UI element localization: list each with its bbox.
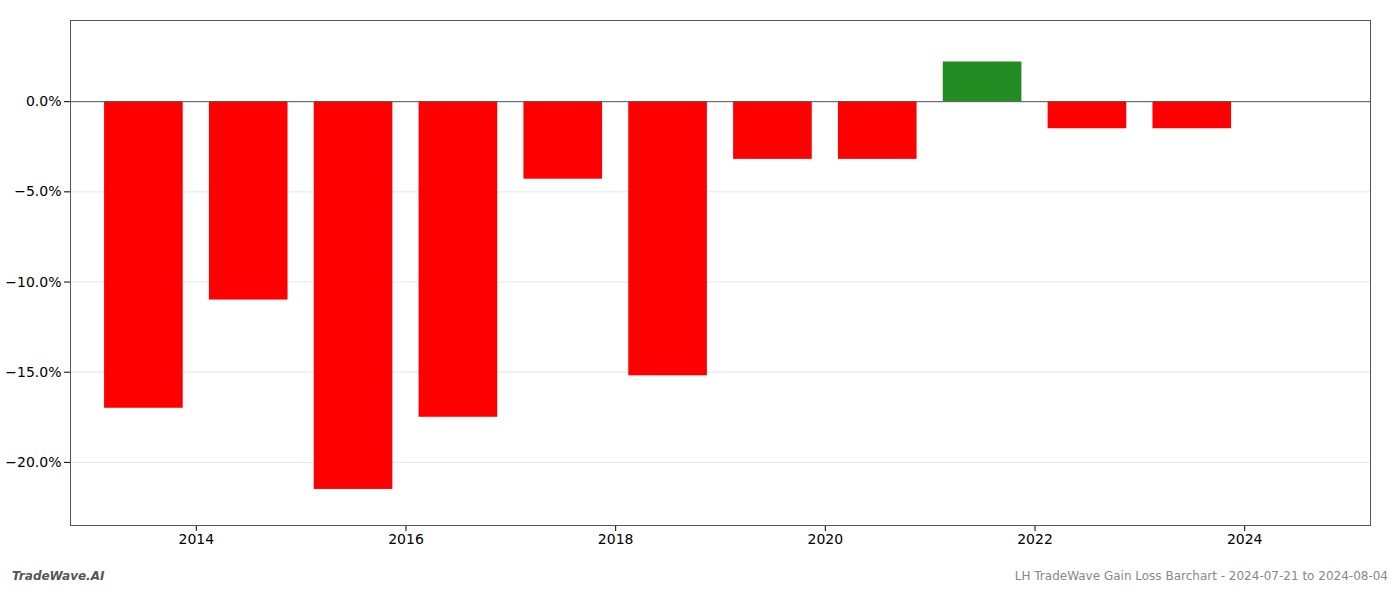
svg-text:−15.0%: −15.0% [5,364,61,380]
svg-text:2018: 2018 [598,531,634,547]
svg-text:2022: 2022 [1017,531,1053,547]
svg-text:2016: 2016 [388,531,424,547]
html-text:LH TradeWave Gain Loss Barchar: LH TradeWave Gain Loss Barchart - 2024-0… [1014,569,1388,583]
svg-text:−10.0%: −10.0% [5,273,61,289]
svg-text:−20.0%: −20.0% [5,454,61,470]
svg-text:−5.0%: −5.0% [14,183,61,199]
svg-text:2020: 2020 [808,531,844,547]
svg-text:2014: 2014 [178,531,214,547]
html-text:TradeWave.AI: TradeWave.AI [12,569,105,583]
svg-text:0.0%: 0.0% [26,93,62,109]
svg-text:2024: 2024 [1227,531,1263,547]
